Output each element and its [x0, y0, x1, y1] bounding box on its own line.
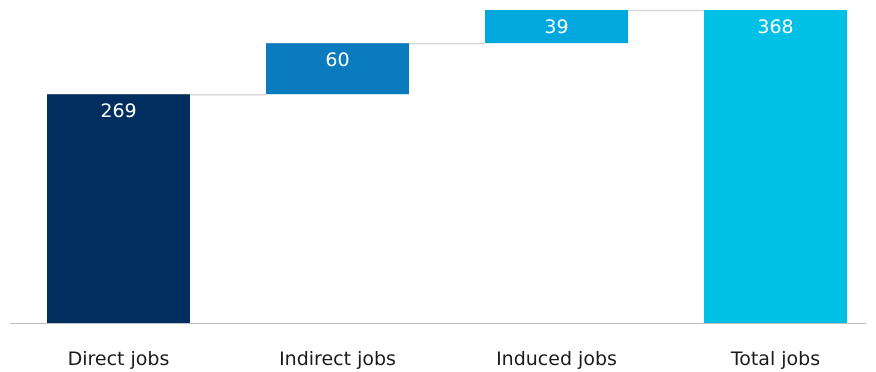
bar-induced-jobs — [485, 10, 628, 44]
bar-direct-jobs — [47, 94, 190, 324]
data-labels-group: 269 60 39 368 — [100, 16, 793, 122]
x-tick-label: Direct jobs — [68, 348, 170, 370]
bar-indirect-jobs — [266, 43, 409, 95]
data-label: 60 — [325, 49, 349, 71]
x-tick-label: Indirect jobs — [279, 348, 396, 370]
x-tick-label: Induced jobs — [496, 348, 617, 370]
data-label: 269 — [100, 100, 136, 122]
x-tick-labels-group: Direct jobs Indirect jobs Induced jobs Tota… — [68, 348, 821, 370]
connector-lines — [190, 9, 704, 96]
x-tick-label: Total jobs — [730, 348, 820, 370]
bars-group — [47, 10, 847, 324]
data-label: 368 — [757, 16, 793, 38]
data-label: 39 — [544, 16, 568, 38]
bar-total-jobs — [704, 10, 847, 323]
